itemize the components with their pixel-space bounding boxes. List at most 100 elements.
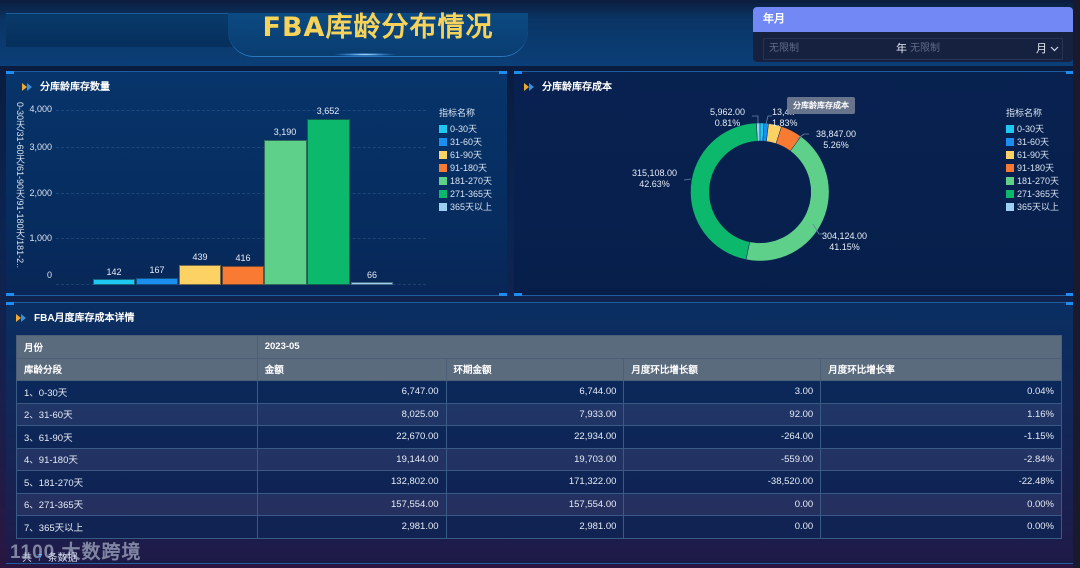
table-row[interactable]: 7、365天以上 2,981.00 2,981.00 0.00 0.00% [16,515,1062,539]
cell: 6,744.00 [445,380,625,404]
cell: 2、31-60天 [16,402,258,426]
bar-value-label: 66 [366,270,377,280]
legend-item[interactable]: 181-270天 [1006,175,1059,188]
legend-item[interactable]: 271-365天 [439,188,492,201]
chevron-down-icon[interactable] [1050,39,1059,62]
bar-365-plus[interactable] [351,282,393,285]
bar-31-60[interactable] [136,278,178,285]
legend-swatch [439,177,447,185]
header-cell[interactable]: 月度环比增长率 [820,357,1062,381]
cell: 6,747.00 [256,380,447,404]
table-row[interactable]: 1、0-30天 6,747.00 6,744.00 3.00 0.04% [16,380,1062,404]
legend-item[interactable]: 271-365天 [1006,188,1059,201]
double-arrow-icon [16,311,28,327]
bar-181-270[interactable] [264,140,307,285]
cell: 1.16% [820,402,1062,426]
panel-title-text: FBA月度库存成本详情 [34,313,135,324]
legend-item[interactable]: 91-180天 [439,162,492,175]
legend-item[interactable]: 31-60天 [439,136,492,149]
cell: 2,981.00 [445,515,625,539]
cell: 3.00 [623,380,822,404]
bar-value-label: 142 [106,267,122,277]
month-range-picker[interactable]: 无限制 年 无限制 月 [763,38,1063,60]
legend-swatch [439,151,447,159]
table-row[interactable]: 2、31-60天 8,025.00 7,933.00 92.00 1.16% [16,402,1062,426]
bar-91-180[interactable] [222,266,264,285]
panel-title: 分库龄库存成本 [524,80,612,96]
end-month-input[interactable]: 无限制 [910,43,940,54]
table-row[interactable]: 5、181-270天 132,802.00 171,322.00 -38,520… [16,470,1062,494]
table-row[interactable]: 4、91-180天 19,144.00 19,703.00 -559.00 -2… [16,447,1062,471]
footer-suffix: 条数据 [47,553,78,564]
legend-label: 365天以上 [450,202,493,212]
legend-item[interactable]: 365天以上 [1006,201,1059,214]
donut-chart[interactable] [514,72,1074,297]
cell: 0.04% [820,380,1062,404]
cell: 2,981.00 [256,515,447,539]
table-row[interactable]: 6、271-365天 157,554.00 157,554.00 0.00 0.… [16,492,1062,516]
y-tick: 0 [46,270,52,280]
bar-61-90[interactable] [179,265,221,285]
y-tick: 3,000 [29,142,52,152]
corner-marker [6,71,14,74]
corner-marker [514,293,522,296]
legend-swatch [439,138,447,146]
legend-swatch [439,190,447,198]
legend-item[interactable]: 61-90天 [439,149,492,162]
cell: 0.00% [820,515,1062,539]
corner-marker [1066,293,1074,296]
legend-swatch [439,125,447,133]
legend-item[interactable]: 181-270天 [439,175,492,188]
corner-marker [499,293,507,296]
cell: 157,554.00 [256,492,447,516]
legend-label: 0-30天 [1017,124,1045,134]
legend-item[interactable]: 365天以上 [439,201,492,214]
table-row[interactable]: 3、61-90天 22,670.00 22,934.00 -264.00 -1.… [16,425,1062,449]
legend-item[interactable]: 0-30天 [439,123,492,136]
table-header-month-row: 月份 2023-05 [16,335,1063,359]
gridline [56,193,426,194]
legend-item[interactable]: 91-180天 [1006,162,1059,175]
legend-item[interactable]: 0-30天 [1006,123,1059,136]
corner-marker [514,71,522,74]
cell: 171,322.00 [445,470,625,494]
cell: -2.84% [820,447,1062,471]
panel-title-text: 分库龄库存成本 [542,82,612,93]
cell: 7、365天以上 [16,515,258,539]
legend-label: 91-180天 [450,163,488,173]
corner-marker [1066,302,1074,305]
y-axis-title: 0-30天/31-60天/61-90天/91-180天/181-2.. [15,102,25,269]
gridline [56,110,426,111]
legend-swatch [1006,177,1014,185]
header-decoration-left [6,13,236,47]
cell: 22,934.00 [445,425,625,449]
page-title: FBA库龄分布情况 [262,12,494,43]
cell: 5、181-270天 [16,470,258,494]
header-cell[interactable]: 环期金额 [445,357,625,381]
y-tick: 1,000 [29,233,52,243]
start-month-input[interactable]: 无限制 [769,43,799,54]
cell: 157,554.00 [445,492,625,516]
corner-marker [499,71,507,74]
inventory-cost-panel: 分库龄库存成本 5,962.00 0.81% 13,4.. 1.83% 3 [514,71,1074,296]
bar-271-365[interactable] [307,119,350,285]
legend-item[interactable]: 61-90天 [1006,149,1059,162]
legend-label: 181-270天 [450,176,493,186]
header-cell[interactable]: 库龄分段 [16,357,258,381]
cell: 19,703.00 [445,447,625,471]
header-cell[interactable]: 金额 [256,357,447,381]
legend-swatch [1006,203,1014,211]
cell: 1、0-30天 [16,380,258,404]
bar-value-label: 3,190 [273,127,297,137]
bar-0-30[interactable] [93,279,135,285]
header-glow [335,53,395,56]
header-cell[interactable]: 月度环比增长额 [623,357,822,381]
cell: 7,933.00 [445,402,625,426]
footer-count: 7 [37,553,43,564]
table-record-count: 共 7 条数据 [22,549,78,564]
legend-title: 指标名称 [439,108,476,118]
donut-label-271-365: 315,108.00 42.63% [632,168,678,189]
legend-item[interactable]: 31-60天 [1006,136,1059,149]
cell: 8,025.00 [256,402,447,426]
cell: 19,144.00 [256,447,447,471]
